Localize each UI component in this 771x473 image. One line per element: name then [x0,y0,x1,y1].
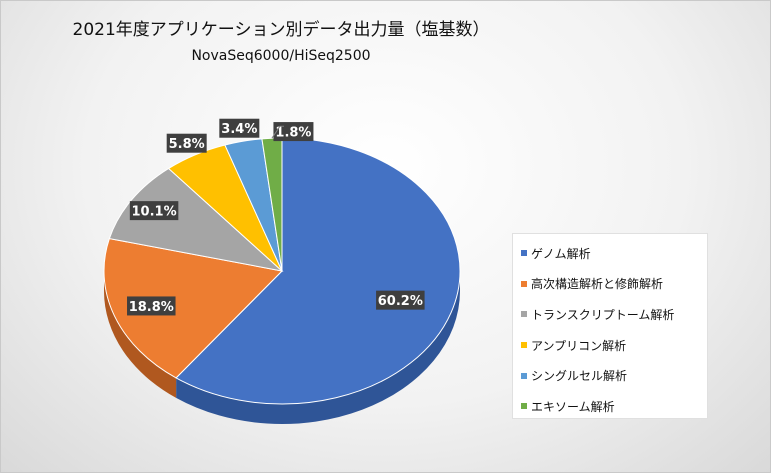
data-labels: 60.2% 18.8% 10.1% 5.8% 3.4% 1.8% [127,118,425,316]
legend-item-1: 高次構造解析と修飾解析 [521,269,707,300]
pie-side-walls [104,271,461,425]
data-label-3: 5.8% [166,133,207,153]
legend-item-3: アンプリコン解析 [521,330,707,361]
legend-label-2: トランスクリプトーム解析 [531,307,675,322]
legend-swatch-2 [521,311,527,318]
legend-label-5: エキソーム解析 [531,399,615,414]
data-label-text-4: 3.4% [221,122,257,137]
legend-label-3: アンプリコン解析 [531,338,627,353]
pie-slice-2 [108,167,284,272]
legend-item-5: エキソーム解析 [521,391,707,422]
data-label-4: 3.4% [219,118,260,138]
pie-side-0 [176,271,461,425]
legend-item-0: ゲノム解析 [521,238,707,269]
legend-label-1: 高次構造解析と修飾解析 [531,277,664,292]
data-label-2: 10.1% [129,201,179,221]
legend-swatch-0 [521,250,527,257]
legend-swatch-1 [521,280,527,287]
data-label-text-3: 5.8% [169,137,205,152]
chart-legend: ゲノム解析高次構造解析と修飾解析 トランスクリプトーム解析 アンプリコン解析 シングル… [512,233,708,419]
chart-subtitle: NovaSeq6000/HiSeq2500 [191,48,371,64]
data-label-text-5: 1.8% [275,126,311,141]
pie-slices [103,137,461,405]
pie-side-1 [104,271,177,398]
legend-item-4: シングルセル解析 [521,360,707,391]
data-label-1: 18.8% [127,296,176,316]
legend-item-2: トランスクリプトーム解析 [521,299,707,330]
legend-swatch-4 [521,372,527,379]
leader-line [271,125,284,139]
pie-slice-0 [175,137,461,405]
data-label-5: 1.8% [273,122,314,142]
legend-swatch-3 [521,342,527,349]
chart-title: 2021年度アプリケーション別データ出力量（塩基数） [72,20,490,40]
data-label-text-0: 60.2% [378,294,423,309]
legend-label-0: ゲノム解析 [531,246,591,261]
legend-swatch-5 [521,403,527,410]
data-label-text-2: 10.1% [132,205,177,220]
pie-slice-1 [103,237,284,379]
data-label-0: 60.2% [376,290,425,310]
data-label-text-1: 18.8% [129,300,174,315]
legend-label-4: シングルセル解析 [531,369,628,384]
